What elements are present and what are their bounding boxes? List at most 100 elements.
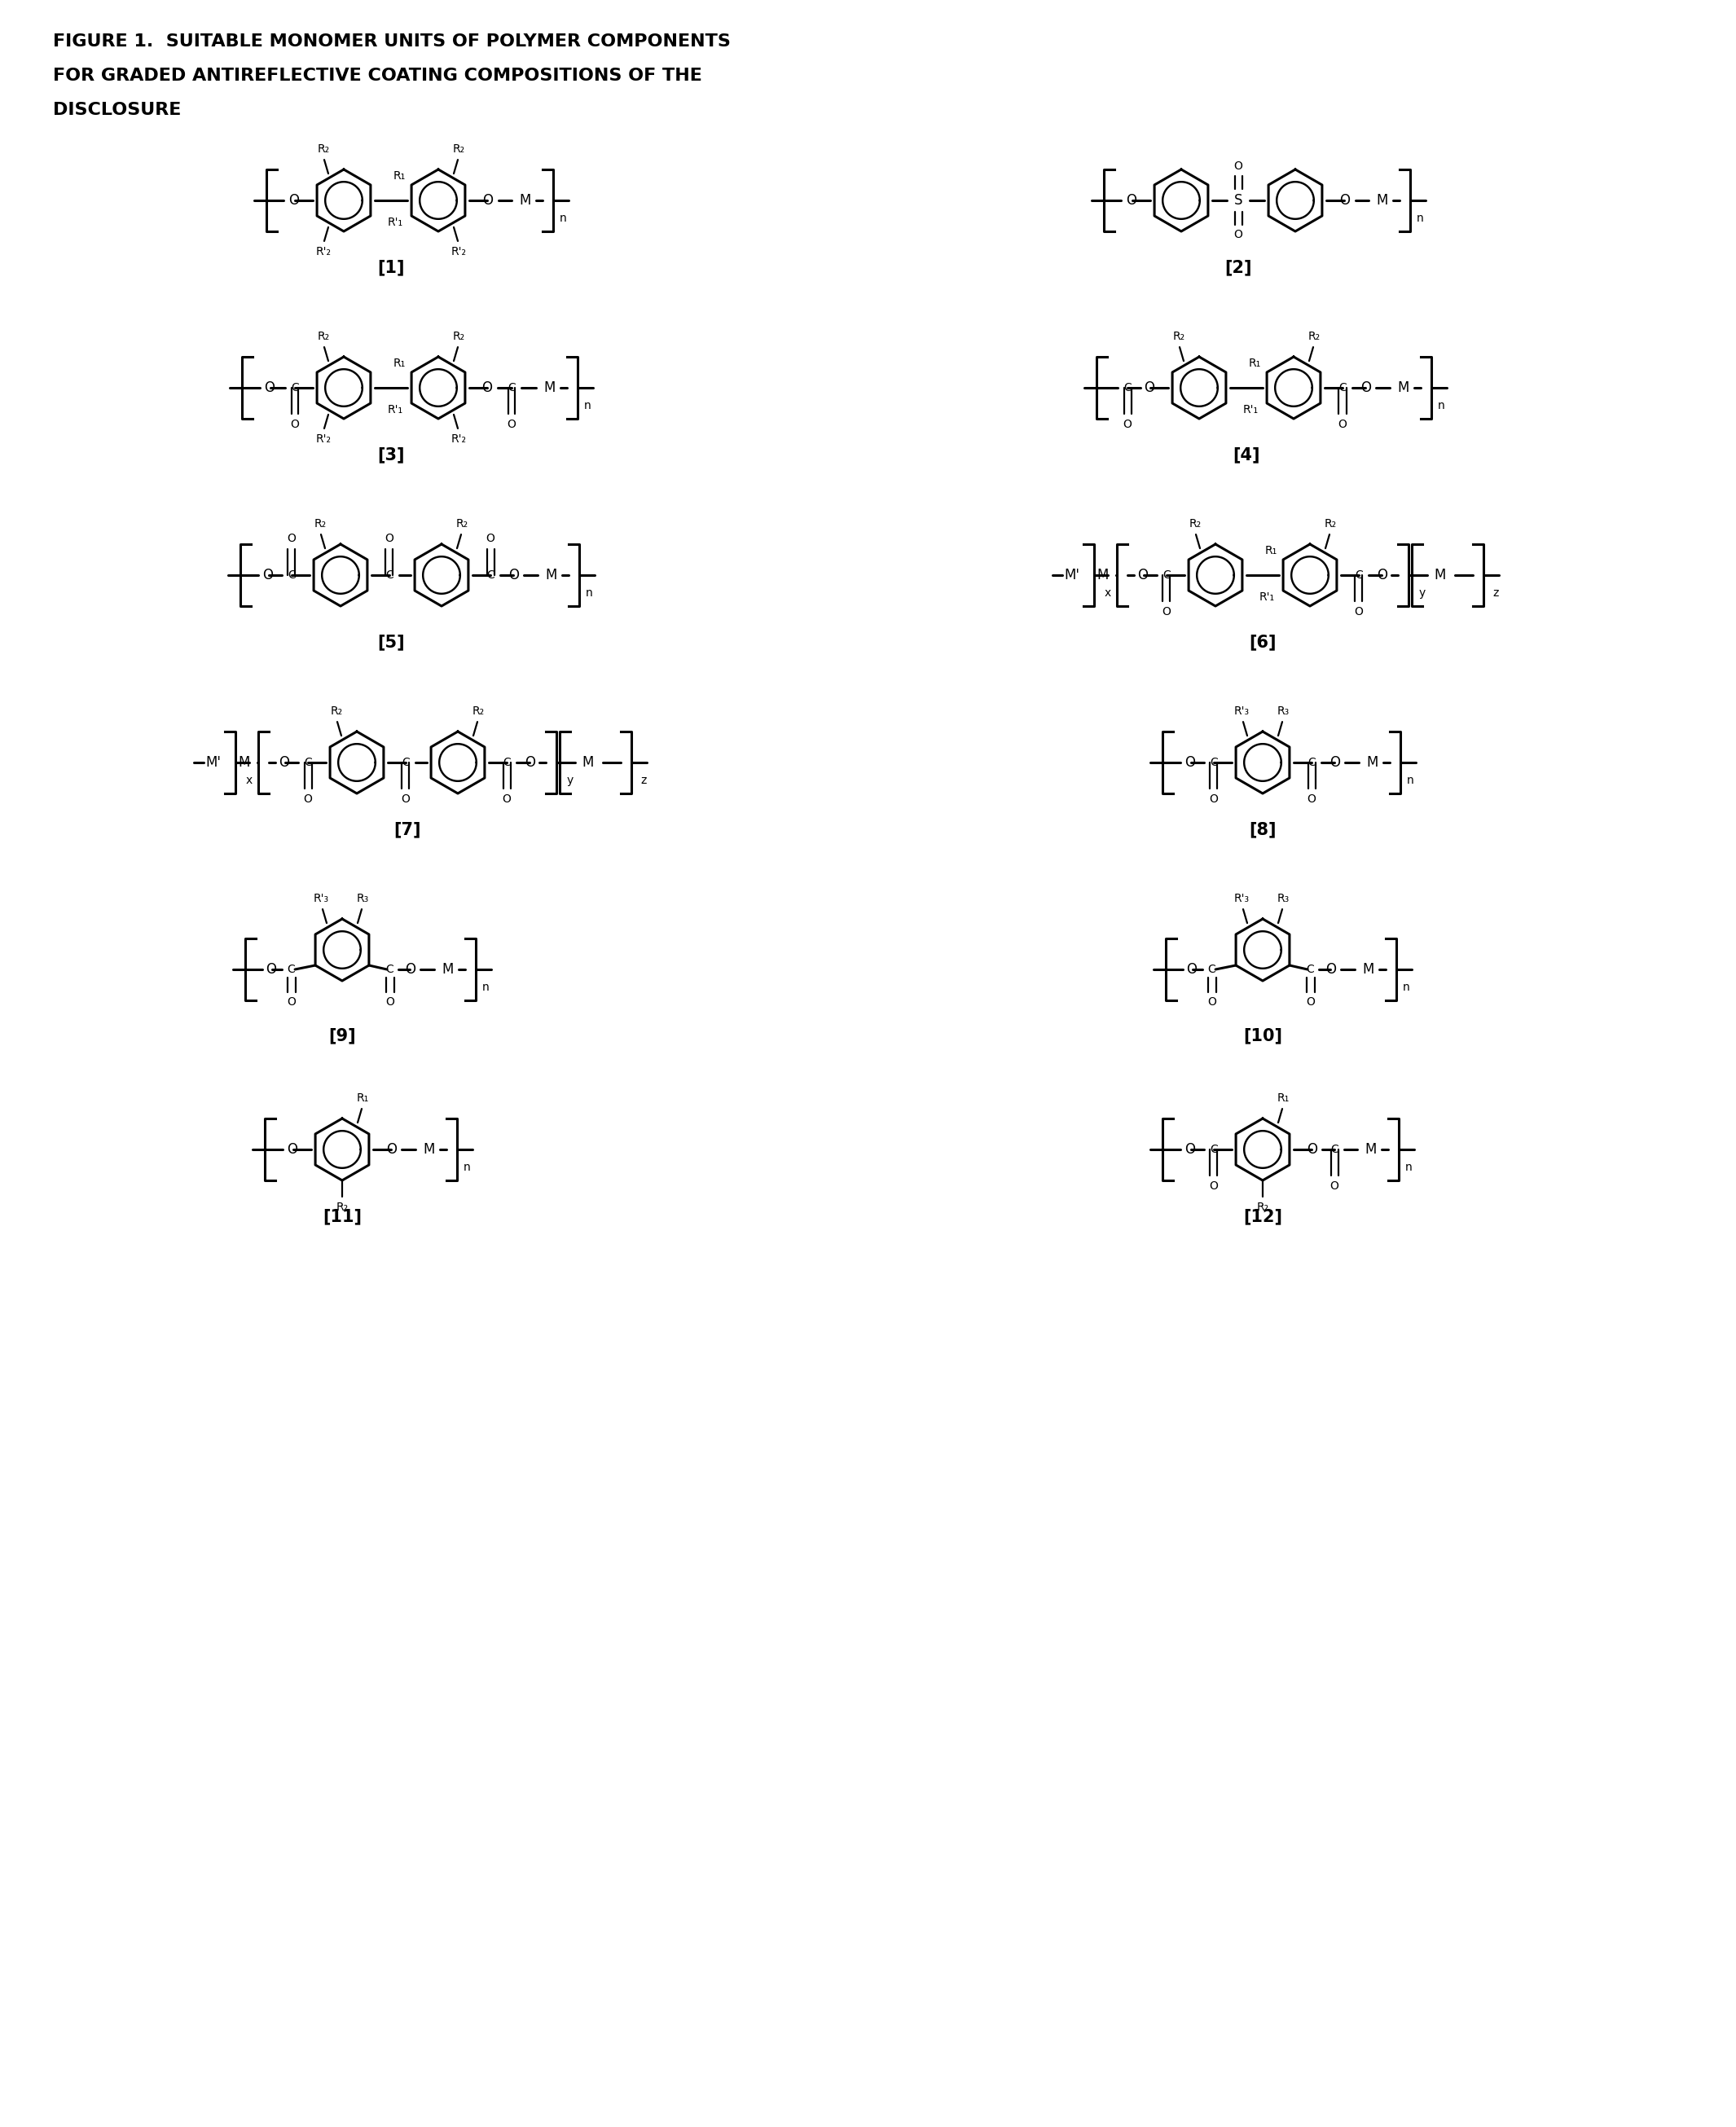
Text: n: n	[483, 983, 490, 993]
Text: [7]: [7]	[394, 821, 420, 838]
Text: M: M	[1364, 1142, 1377, 1157]
Text: O: O	[1354, 606, 1363, 617]
Text: FOR GRADED ANTIREFLECTIVE COATING COMPOSITIONS OF THE: FOR GRADED ANTIREFLECTIVE COATING COMPOS…	[54, 68, 701, 83]
Text: O: O	[483, 194, 493, 208]
Text: M: M	[424, 1142, 436, 1157]
Text: R₂: R₂	[1172, 332, 1186, 342]
Text: C: C	[1338, 383, 1347, 393]
Text: O: O	[1361, 381, 1371, 396]
Text: R₁: R₁	[392, 357, 406, 368]
Text: M: M	[238, 755, 250, 770]
Text: n: n	[583, 400, 590, 411]
Text: M: M	[1363, 961, 1375, 976]
Text: O: O	[1377, 568, 1387, 583]
Text: R'₃: R'₃	[1234, 893, 1250, 904]
Text: O: O	[507, 419, 516, 430]
Text: O: O	[1187, 961, 1198, 976]
Text: R₃: R₃	[1278, 893, 1290, 904]
Text: R₂: R₂	[330, 706, 342, 717]
Text: [2]: [2]	[1224, 259, 1252, 274]
Text: R₂: R₂	[457, 519, 469, 530]
Text: R'₃: R'₃	[1234, 706, 1250, 717]
Text: M: M	[1397, 381, 1410, 396]
Text: O: O	[1338, 419, 1347, 430]
Text: O: O	[1208, 995, 1217, 1008]
Text: O: O	[1340, 194, 1351, 208]
Text: n: n	[559, 213, 566, 223]
Text: n: n	[1406, 774, 1413, 787]
Text: O: O	[401, 793, 410, 804]
Text: C: C	[503, 757, 510, 768]
Text: z: z	[1493, 587, 1498, 600]
Text: O: O	[1234, 230, 1243, 240]
Text: O: O	[1127, 194, 1137, 208]
Text: [5]: [5]	[377, 634, 404, 651]
Text: C: C	[1354, 570, 1363, 581]
Text: C: C	[385, 964, 394, 974]
Text: C: C	[1330, 1144, 1338, 1155]
Text: C: C	[1163, 570, 1170, 581]
Text: O: O	[266, 961, 276, 976]
Text: C: C	[401, 757, 410, 768]
Text: R'₁: R'₁	[1259, 591, 1274, 602]
Text: C: C	[1208, 964, 1215, 974]
Text: y: y	[1418, 587, 1425, 600]
Text: C: C	[1123, 383, 1132, 393]
Text: R₂: R₂	[318, 332, 330, 342]
Text: R₂: R₂	[472, 706, 484, 717]
Text: R₁: R₁	[392, 170, 406, 181]
Text: O: O	[1330, 1180, 1338, 1191]
Text: [1]: [1]	[377, 259, 404, 274]
Text: R'₁: R'₁	[1243, 404, 1259, 415]
Text: n: n	[1417, 213, 1424, 223]
Text: O: O	[509, 568, 519, 583]
Text: M': M'	[205, 755, 220, 770]
Text: C: C	[507, 383, 516, 393]
Text: y: y	[568, 774, 573, 787]
Text: R₂: R₂	[1325, 519, 1337, 530]
Text: R₂: R₂	[314, 519, 326, 530]
Text: x: x	[1104, 587, 1111, 600]
Text: O: O	[1326, 961, 1337, 976]
Text: O: O	[524, 755, 536, 770]
Text: C: C	[486, 570, 495, 581]
Text: [4]: [4]	[1233, 447, 1260, 464]
Text: O: O	[290, 419, 299, 430]
Text: DISCLOSURE: DISCLOSURE	[54, 102, 181, 119]
Text: O: O	[1307, 793, 1316, 804]
Text: O: O	[1186, 1142, 1196, 1157]
Text: [3]: [3]	[377, 447, 404, 464]
Text: M: M	[545, 568, 557, 583]
Text: O: O	[1305, 995, 1316, 1008]
Text: R₁: R₁	[1264, 545, 1278, 557]
Text: n: n	[1403, 983, 1410, 993]
Text: n: n	[585, 587, 592, 600]
Text: [11]: [11]	[323, 1208, 361, 1225]
Text: O: O	[1161, 606, 1172, 617]
Text: R₂: R₂	[1189, 519, 1201, 530]
Text: O: O	[387, 1142, 398, 1157]
Text: C: C	[292, 383, 299, 393]
Text: C: C	[304, 757, 312, 768]
Text: O: O	[1210, 1180, 1219, 1191]
Text: n: n	[464, 1161, 470, 1174]
Text: [9]: [9]	[328, 1027, 356, 1044]
Text: R₂: R₂	[318, 143, 330, 155]
Text: O: O	[288, 194, 299, 208]
Text: O: O	[385, 995, 394, 1008]
Text: R₂: R₂	[453, 143, 465, 155]
Text: M: M	[1366, 755, 1378, 770]
Text: R₁: R₁	[1248, 357, 1260, 368]
Text: O: O	[1186, 755, 1196, 770]
Text: R₂: R₂	[337, 1202, 349, 1212]
Text: M: M	[543, 381, 556, 396]
Text: R₂: R₂	[1257, 1202, 1269, 1212]
Text: [6]: [6]	[1248, 634, 1276, 651]
Text: R₁: R₁	[1278, 1093, 1290, 1104]
Text: n: n	[1437, 400, 1444, 411]
Text: O: O	[304, 793, 312, 804]
Text: O: O	[264, 381, 274, 396]
Text: O: O	[1234, 160, 1243, 172]
Text: R'₂: R'₂	[451, 434, 467, 445]
Text: O: O	[1210, 793, 1219, 804]
